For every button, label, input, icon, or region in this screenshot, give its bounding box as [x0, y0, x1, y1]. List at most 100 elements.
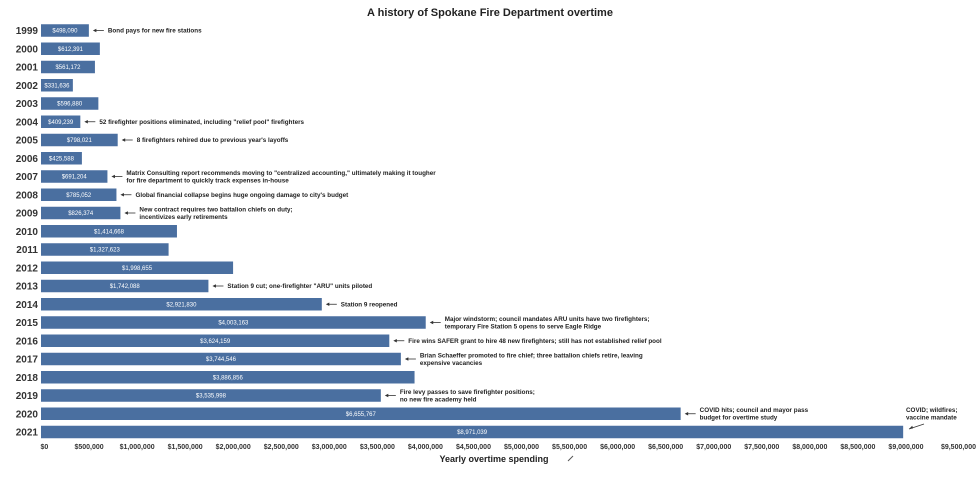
- x-axis-label: Yearly overtime spending: [439, 454, 548, 464]
- arrowhead-icon: [909, 425, 914, 429]
- bar-value-label-2005: $798,021: [67, 138, 93, 144]
- arrowhead-icon: [124, 211, 128, 215]
- annotation-2015: Major windstorm; council mandates ARU un…: [429, 316, 650, 330]
- year-label-2008: 2008: [16, 190, 39, 201]
- bar-2019: [41, 389, 381, 402]
- x-tick-label: $7,000,000: [696, 444, 731, 451]
- year-label-2003: 2003: [16, 99, 39, 110]
- year-label-2015: 2015: [16, 318, 39, 329]
- x-tick-label: $9,000,000: [888, 444, 923, 451]
- year-label-2017: 2017: [16, 355, 39, 366]
- x-tick-label: $500,000: [74, 444, 103, 451]
- bar-value-label-2016: $3,624,159: [200, 339, 231, 345]
- x-tick-label: $3,500,000: [360, 444, 395, 451]
- year-label-2018: 2018: [16, 373, 39, 384]
- annotation-text: incentivizes early retirements: [139, 214, 228, 221]
- annotation-2007: Matrix Consulting report recommends movi…: [111, 170, 436, 184]
- arrowhead-icon: [404, 357, 409, 361]
- x-axis: $0 $500,000 $1,000,000 $1,500,000 $2,000,000…: [41, 444, 977, 451]
- arrowhead-icon: [212, 284, 216, 288]
- annotation-text: 52 firefighter positions eliminated, inc…: [99, 119, 304, 126]
- bar-2001: [41, 60, 95, 74]
- annotation-text: Station 9 reopened: [341, 301, 398, 308]
- bar-value-label-2012: $1,998,655: [122, 266, 153, 272]
- bar-value-label-2014: $2,921,830: [166, 302, 197, 308]
- annotation-2021: COVID; wildfires;vaccine mandate: [906, 407, 957, 430]
- annotation-text: 8 firefighters rehired due to previous y…: [137, 137, 289, 144]
- annotation-text: COVID; wildfires;: [906, 407, 957, 414]
- annotation-text: vaccine mandate: [906, 415, 957, 422]
- x-tick-label: $6,500,000: [648, 444, 683, 451]
- annotation-text: New contract requires two battalion chie…: [139, 206, 292, 213]
- pencil-icon: [567, 455, 574, 462]
- year-label-2013: 2013: [16, 282, 39, 293]
- annotation-2004: 52 firefighter positions eliminated, inc…: [84, 119, 305, 126]
- year-label-2007: 2007: [16, 172, 39, 183]
- x-tick-label: $8,500,000: [840, 444, 875, 451]
- bar-value-label-2008: $785,052: [66, 193, 92, 199]
- x-tick-label: $6,000,000: [600, 444, 635, 451]
- annotation-1999: Bond pays for new fire stations: [92, 28, 202, 35]
- year-label-2012: 2012: [16, 263, 39, 274]
- bar-value-label-2001: $561,172: [55, 65, 81, 71]
- bar-value-label-2004: $409,239: [48, 120, 74, 126]
- annotation-2020: COVID hits; council and mayor passbudget…: [684, 407, 809, 422]
- annotation-2017: Brian Schaeffer promoted to fire chief; …: [404, 352, 643, 367]
- bar-value-label-2007: $691,204: [62, 175, 88, 181]
- x-tick-label: $1,500,000: [168, 444, 203, 451]
- arrowhead-icon: [325, 302, 330, 307]
- year-label-2010: 2010: [16, 227, 39, 238]
- bar-2014: [41, 298, 322, 311]
- bar-2000: [41, 42, 100, 55]
- annotation-text: Global financial collapse begins huge on…: [135, 192, 349, 199]
- bar-2005: [41, 133, 118, 147]
- bar-value-label-2009: $826,374: [68, 211, 94, 217]
- year-label-2001: 2001: [16, 63, 39, 74]
- bar-2004: [41, 115, 81, 128]
- bar-2021: [41, 425, 904, 439]
- annotation-2016: Fire wins SAFER grant to hire 48 new fir…: [393, 338, 662, 345]
- annotation-text: expensive vacancies: [420, 360, 483, 367]
- x-tick-label: $2,500,000: [264, 444, 299, 451]
- bar-2011: [41, 243, 169, 256]
- annotation-text: no new fire academy held: [400, 396, 477, 403]
- bar-2018: [41, 371, 415, 384]
- bar-2020: [41, 407, 681, 420]
- annotation-text: Station 9 cut; one-firefighter "ARU" uni…: [227, 283, 372, 290]
- annotation-2005: 8 firefighters rehired due to previous y…: [121, 137, 289, 144]
- bar-2006: [41, 152, 82, 165]
- bar-value-label-1999: $498,090: [52, 29, 78, 35]
- bar-2008: [41, 188, 117, 201]
- annotation-text: COVID hits; council and mayor pass: [700, 407, 809, 414]
- arrowhead-icon: [384, 393, 389, 398]
- annotations-layer: Bond pays for new fire stations 52 firefi…: [84, 28, 957, 430]
- x-tick-label: $0: [41, 444, 49, 451]
- x-tick-label: $5,500,000: [552, 444, 587, 451]
- bar-value-label-2019: $3,535,998: [196, 394, 227, 400]
- annotation-text: temporary Fire Station 5 opens to serve …: [445, 323, 602, 330]
- annotation-2014: Station 9 reopened: [325, 301, 398, 308]
- x-tick-label: $4,500,000: [456, 444, 491, 451]
- bar-2003: [41, 97, 99, 110]
- annotation-2008: Global financial collapse begins huge on…: [120, 192, 349, 199]
- x-tick-label: $5,000,000: [504, 444, 539, 451]
- annotation-text: budget for overtime study: [700, 415, 778, 422]
- bar-2016: [41, 334, 390, 347]
- x-tick-label: $7,500,000: [744, 444, 779, 451]
- bar-value-label-2010: $1,414,668: [94, 229, 125, 235]
- annotation-2013: Station 9 cut; one-firefighter "ARU" uni…: [212, 283, 372, 290]
- annotation-text: for fire department to quickly track exp…: [126, 177, 289, 184]
- year-label-2009: 2009: [16, 209, 39, 220]
- year-label-2004: 2004: [16, 117, 39, 128]
- arrowhead-icon: [84, 119, 88, 124]
- bar-2015: [41, 316, 426, 329]
- year-label-1999: 1999: [16, 26, 39, 37]
- annotation-text: Major windstorm; council mandates ARU un…: [445, 316, 650, 323]
- bar-2010: [41, 225, 177, 238]
- arrowhead-icon: [111, 174, 115, 179]
- arrowhead-icon: [429, 320, 434, 325]
- chart-title: A history of Spokane Fire Department ove…: [367, 7, 613, 19]
- annotation-text: Brian Schaeffer promoted to fire chief; …: [420, 352, 643, 359]
